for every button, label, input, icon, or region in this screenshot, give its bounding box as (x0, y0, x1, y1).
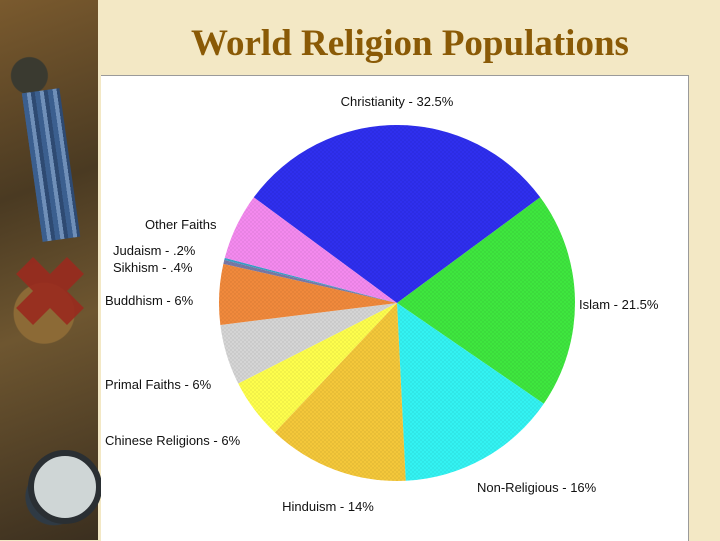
pie-slice-texture (274, 303, 406, 481)
slice-label: Hinduism - 14% (282, 499, 374, 514)
cross-medal (0, 240, 101, 342)
slice-label: Islam - 21.5% (579, 297, 659, 312)
slice-label: Chinese Religions - 6% (105, 433, 241, 448)
slice-label: Primal Faiths - 6% (105, 377, 212, 392)
pie-slice-texture (253, 124, 541, 303)
slice-label: Christianity - 32.5% (341, 94, 454, 109)
pie-slice-texture (220, 303, 397, 384)
slice-label: Judaism - .2% (113, 243, 196, 258)
pie-slice-texture (224, 257, 397, 303)
slice-label: Non-Religious - 16% (477, 480, 597, 495)
slice-label: Sikhism - .4% (113, 260, 193, 275)
decorative-side-photo (0, 0, 102, 540)
slice-label: Other Faiths (145, 217, 217, 232)
pie-slice-texture (238, 303, 397, 433)
pie-slice-texture (397, 197, 575, 404)
chart-panel: Christianity - 32.5% Islam - 21.5% Non-Rel… (101, 75, 689, 541)
pie-slice-texture (219, 263, 397, 325)
medal-ribbon (21, 88, 81, 242)
pie-chart: Christianity - 32.5% Islam - 21.5% Non-Rel… (105, 94, 659, 514)
slide-title: World Religion Populations (191, 23, 629, 64)
pie-slice-texture (397, 303, 544, 481)
compass (28, 450, 102, 524)
slice-label: Buddhism - 6% (105, 293, 194, 308)
pie-slice-texture (223, 259, 397, 303)
pie-slice-texture (224, 197, 397, 303)
